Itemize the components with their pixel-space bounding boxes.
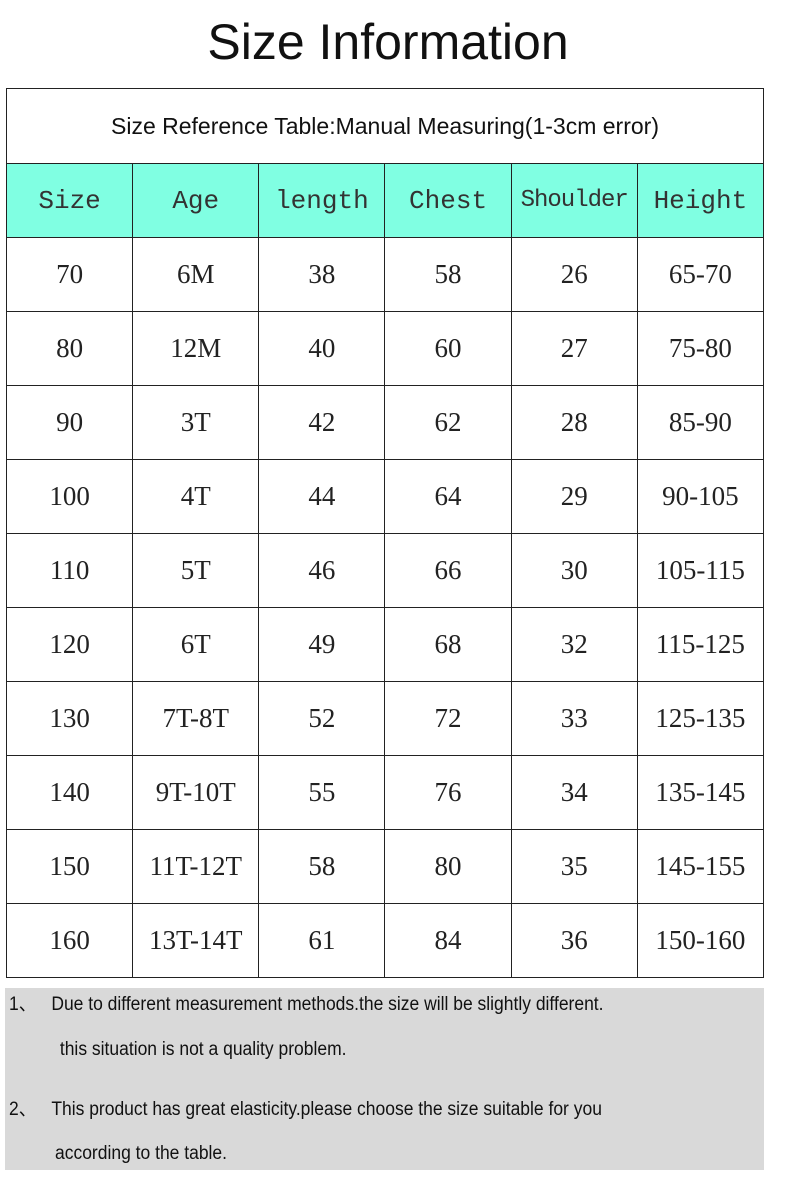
cell-length: 55 <box>258 755 386 830</box>
column-header-age: Age <box>132 163 260 238</box>
table-row: 70 6M 38 58 26 65-70 <box>5 237 765 312</box>
cell-shoulder: 29 <box>510 459 638 534</box>
cell-age: 13T-14T <box>132 903 260 978</box>
column-header-length: length <box>258 163 386 238</box>
cell-chest: 64 <box>384 459 512 534</box>
cell-chest: 68 <box>384 607 512 682</box>
cell-length: 46 <box>258 533 386 608</box>
cell-shoulder: 32 <box>510 607 638 682</box>
page-title: Size Information <box>207 14 569 70</box>
table-row: 80 12M 40 60 27 75-80 <box>5 311 765 386</box>
cell-shoulder: 28 <box>510 385 638 460</box>
cell-shoulder: 33 <box>510 681 638 756</box>
cell-chest: 76 <box>384 755 512 830</box>
table-caption-row: Size Reference Table:Manual Measuring(1-… <box>6 88 764 164</box>
note-text: Due to different measurement methods.the… <box>51 994 604 1015</box>
cell-shoulder: 30 <box>510 533 638 608</box>
cell-length: 52 <box>258 681 386 756</box>
cell-height: 150-160 <box>636 903 765 978</box>
note-text: This product has great elasticity.please… <box>51 1099 602 1120</box>
cell-chest: 62 <box>384 385 512 460</box>
cell-size: 110 <box>5 533 134 608</box>
cell-shoulder: 27 <box>510 311 638 386</box>
cell-age: 5T <box>132 533 260 608</box>
cell-height: 90-105 <box>636 459 765 534</box>
cell-length: 61 <box>258 903 386 978</box>
cell-size: 90 <box>5 385 134 460</box>
cell-chest: 72 <box>384 681 512 756</box>
cell-height: 145-155 <box>636 829 765 904</box>
cell-size: 120 <box>5 607 134 682</box>
cell-shoulder: 36 <box>510 903 638 978</box>
cell-height: 135-145 <box>636 755 765 830</box>
cell-size: 140 <box>5 755 134 830</box>
cell-height: 85-90 <box>636 385 765 460</box>
table-row: 110 5T 46 66 30 105-115 <box>5 533 765 608</box>
column-header-shoulder: Shoulder <box>510 163 638 238</box>
table-row: 100 4T 44 64 29 90-105 <box>5 459 765 534</box>
note-2-line-1: 2、 This product has great elasticity.plea… <box>9 1094 602 1121</box>
table-row: 120 6T 49 68 32 115-125 <box>5 607 765 682</box>
cell-shoulder: 26 <box>510 237 638 312</box>
cell-length: 40 <box>258 311 386 386</box>
table-caption: Size Reference Table:Manual Measuring(1-… <box>6 88 764 164</box>
cell-length: 49 <box>258 607 386 682</box>
table-row: 90 3T 42 62 28 85-90 <box>5 385 765 460</box>
note-number: 2、 <box>9 1099 37 1120</box>
cell-chest: 66 <box>384 533 512 608</box>
notes-panel: 1、 Due to different measurement methods.t… <box>5 988 764 1170</box>
cell-size: 80 <box>5 311 134 386</box>
cell-age: 6M <box>132 237 260 312</box>
column-header-size: Size <box>5 163 134 238</box>
table-row: 140 9T-10T 55 76 34 135-145 <box>5 755 765 830</box>
cell-chest: 84 <box>384 903 512 978</box>
cell-age: 3T <box>132 385 260 460</box>
column-header-chest: Chest <box>384 163 512 238</box>
cell-age: 4T <box>132 459 260 534</box>
cell-height: 75-80 <box>636 311 765 386</box>
cell-shoulder: 35 <box>510 829 638 904</box>
size-table: Size Reference Table:Manual Measuring(1-… <box>5 88 765 978</box>
cell-shoulder: 34 <box>510 755 638 830</box>
cell-age: 11T-12T <box>132 829 260 904</box>
cell-length: 58 <box>258 829 386 904</box>
cell-age: 9T-10T <box>132 755 260 830</box>
cell-size: 160 <box>5 903 134 978</box>
cell-age: 12M <box>132 311 260 386</box>
cell-length: 38 <box>258 237 386 312</box>
cell-height: 115-125 <box>636 607 765 682</box>
table-row: 160 13T-14T 61 84 36 150-160 <box>5 903 765 978</box>
cell-chest: 80 <box>384 829 512 904</box>
table-row: 130 7T-8T 52 72 33 125-135 <box>5 681 765 756</box>
cell-length: 44 <box>258 459 386 534</box>
note-1-line-2: this situation is not a quality problem. <box>55 1039 347 1060</box>
cell-chest: 58 <box>384 237 512 312</box>
cell-age: 7T-8T <box>132 681 260 756</box>
cell-size: 70 <box>5 237 134 312</box>
note-number: 1、 <box>9 994 37 1015</box>
cell-height: 105-115 <box>636 533 765 608</box>
cell-height: 125-135 <box>636 681 765 756</box>
table-row: 150 11T-12T 58 80 35 145-155 <box>5 829 765 904</box>
cell-height: 65-70 <box>636 237 765 312</box>
note-1-line-1: 1、 Due to different measurement methods.t… <box>9 989 604 1016</box>
table-header-row: Size Age length Chest Shoulder Height <box>5 163 765 238</box>
cell-size: 100 <box>5 459 134 534</box>
cell-length: 42 <box>258 385 386 460</box>
cell-chest: 60 <box>384 311 512 386</box>
cell-size: 150 <box>5 829 134 904</box>
note-2-line-2: according to the table. <box>55 1143 228 1164</box>
cell-age: 6T <box>132 607 260 682</box>
cell-size: 130 <box>5 681 134 756</box>
column-header-height: Height <box>636 163 765 238</box>
